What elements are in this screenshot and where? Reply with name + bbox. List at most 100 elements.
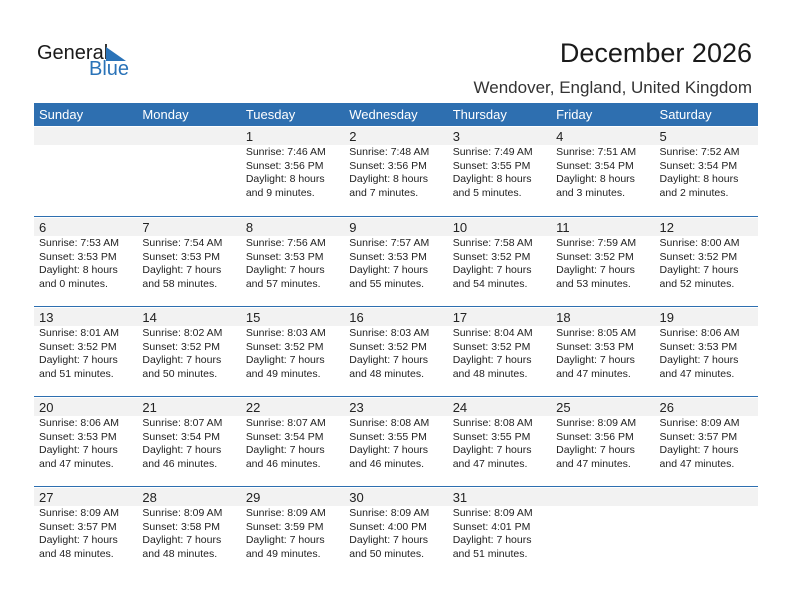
day-cell: 1 Sunrise: 7:46 AM Sunset: 3:56 PM Daylight… — [241, 126, 344, 200]
daylight-minutes-text: and 57 minutes. — [245, 277, 321, 290]
sunset-text: Sunset: 3:52 PM — [39, 340, 117, 353]
day-cell: 8 Sunrise: 7:56 AM Sunset: 3:53 PM Daylight… — [241, 217, 344, 291]
day-cell: 16 Sunrise: 8:03 AM Sunset: 3:52 PM Dayligh… — [344, 307, 447, 381]
day-number: 28 — [142, 490, 157, 505]
daylight-minutes-text: and 47 minutes. — [659, 367, 735, 380]
daylight-minutes-text: and 2 minutes. — [659, 186, 729, 199]
weekday-wednesday: Wednesday — [349, 107, 418, 122]
sunset-text: Sunset: 3:52 PM — [659, 250, 738, 263]
sunrise-text: Sunrise: 7:53 AM — [39, 237, 119, 249]
day-number-band — [34, 218, 758, 236]
week-row: 20 Sunrise: 8:06 AM Sunset: 3:53 PM Dayligh… — [34, 396, 758, 486]
week-cells: 13 Sunrise: 8:01 AM Sunset: 3:52 PM Dayligh… — [34, 307, 758, 381]
sunset-text: Sunset: 3:53 PM — [142, 250, 221, 263]
sunset-text: Sunset: 3:53 PM — [659, 340, 738, 353]
daylight-text: Daylight: 7 hours — [452, 444, 532, 456]
day-number: 8 — [245, 220, 254, 235]
daylight-minutes-text: and 50 minutes. — [142, 367, 218, 380]
day-cell: 25 Sunrise: 8:09 AM Sunset: 3:56 PM Dayligh… — [551, 397, 654, 471]
sunset-text: Sunset: 3:52 PM — [245, 340, 324, 353]
daylight-text: Daylight: 7 hours — [245, 264, 325, 276]
weekday-saturday: Saturday — [659, 107, 712, 122]
day-number: 9 — [349, 220, 357, 235]
day-cell: 5 Sunrise: 7:52 AM Sunset: 3:54 PM Daylight… — [655, 126, 758, 200]
day-number: 13 — [39, 310, 54, 325]
day-cell: 22 Sunrise: 8:07 AM Sunset: 3:54 PM Dayligh… — [241, 397, 344, 471]
location: Wendover, England, United Kingdom — [473, 78, 752, 97]
sunrise-text: Sunrise: 8:09 AM — [659, 417, 740, 429]
day-number: 16 — [349, 310, 364, 325]
sunset-text: Sunset: 3:56 PM — [349, 159, 427, 172]
sunset-text: Sunset: 3:52 PM — [142, 340, 221, 353]
daylight-text: Daylight: 7 hours — [245, 444, 325, 456]
sunrise-text: Sunrise: 7:57 AM — [349, 237, 430, 249]
week-row: 27 Sunrise: 8:09 AM Sunset: 3:57 PM Dayligh… — [34, 486, 758, 576]
day-number: 12 — [659, 220, 674, 235]
daylight-text: Daylight: 7 hours — [556, 264, 635, 276]
sunset-text: Sunset: 3:57 PM — [659, 430, 738, 443]
sunset-text: Sunset: 3:54 PM — [556, 159, 634, 172]
sunset-text: Sunset: 3:54 PM — [245, 430, 324, 443]
day-number: 20 — [39, 400, 54, 415]
day-number: 23 — [349, 400, 364, 415]
day-cell: 26 Sunrise: 8:09 AM Sunset: 3:57 PM Dayligh… — [655, 397, 758, 471]
sunset-text: Sunset: 4:00 PM — [349, 520, 427, 533]
sunrise-text: Sunrise: 8:07 AM — [142, 417, 223, 429]
day-number: 22 — [245, 400, 261, 415]
sunrise-text: Sunrise: 8:05 AM — [556, 327, 637, 339]
sunrise-text: Sunrise: 8:09 AM — [556, 417, 637, 429]
week-cells: 27 Sunrise: 8:09 AM Sunset: 3:57 PM Dayligh… — [34, 487, 758, 561]
sunset-text: Sunset: 3:52 PM — [556, 250, 634, 263]
day-cell: 14 Sunrise: 8:02 AM Sunset: 3:52 PM Dayligh… — [137, 307, 240, 381]
sunrise-text: Sunrise: 8:09 AM — [245, 507, 326, 519]
day-number-band — [34, 488, 758, 506]
day-number: 7 — [142, 220, 150, 235]
day-cell: 4 Sunrise: 7:51 AM Sunset: 3:54 PM Daylight… — [551, 126, 654, 200]
daylight-minutes-text: and 47 minutes. — [556, 457, 631, 470]
sunset-text: Sunset: 3:59 PM — [245, 520, 324, 533]
day-cell: 7 Sunrise: 7:54 AM Sunset: 3:53 PM Daylight… — [137, 217, 240, 291]
day-cell: 24 Sunrise: 8:08 AM Sunset: 3:55 PM Dayligh… — [448, 397, 551, 471]
daylight-minutes-text: and 46 minutes. — [349, 457, 424, 470]
sunset-text: Sunset: 3:54 PM — [142, 430, 221, 443]
weekday-sunday: Sunday — [39, 107, 84, 122]
daylight-text: Daylight: 8 hours — [39, 264, 118, 276]
day-cell: 18 Sunrise: 8:05 AM Sunset: 3:53 PM Dayligh… — [551, 307, 654, 381]
day-cell: 13 Sunrise: 8:01 AM Sunset: 3:52 PM Dayligh… — [34, 307, 137, 381]
weekday-tuesday: Tuesday — [245, 107, 296, 122]
week-row: 13 Sunrise: 8:01 AM Sunset: 3:52 PM Dayligh… — [34, 306, 758, 396]
day-number: 19 — [659, 310, 674, 325]
day-cell: 20 Sunrise: 8:06 AM Sunset: 3:53 PM Dayligh… — [34, 397, 137, 471]
week-row: 1 Sunrise: 7:46 AM Sunset: 3:56 PM Daylight… — [34, 126, 758, 216]
logo-triangle-icon — [106, 47, 126, 61]
daylight-text: Daylight: 8 hours — [659, 173, 739, 185]
sunrise-text: Sunrise: 8:06 AM — [659, 327, 740, 339]
sunset-text: Sunset: 3:57 PM — [39, 520, 117, 533]
sunrise-text: Sunrise: 7:48 AM — [349, 146, 430, 158]
day-number: 10 — [452, 220, 468, 235]
daylight-text: Daylight: 7 hours — [142, 354, 222, 366]
day-number: 11 — [556, 220, 570, 235]
daylight-minutes-text: and 58 minutes. — [142, 277, 218, 290]
daylight-minutes-text: and 55 minutes. — [349, 277, 424, 290]
sunrise-text: Sunrise: 7:59 AM — [556, 237, 637, 249]
week-cells: 20 Sunrise: 8:06 AM Sunset: 3:53 PM Dayligh… — [34, 397, 758, 471]
day-number: 24 — [452, 400, 468, 415]
week-cells: 6 Sunrise: 7:53 AM Sunset: 3:53 PM Daylight… — [34, 217, 758, 291]
daylight-text: Daylight: 7 hours — [39, 444, 118, 456]
day-number: 31 — [452, 490, 468, 505]
daylight-minutes-text: and 49 minutes. — [245, 547, 321, 560]
daylight-text: Daylight: 7 hours — [39, 354, 118, 366]
daylight-text: Daylight: 7 hours — [142, 264, 222, 276]
empty-cell — [137, 126, 240, 200]
sunrise-text: Sunrise: 8:09 AM — [349, 507, 430, 519]
daylight-minutes-text: and 51 minutes. — [452, 547, 528, 560]
daylight-minutes-text: and 49 minutes. — [245, 367, 321, 380]
week-row: 6 Sunrise: 7:53 AM Sunset: 3:53 PM Daylight… — [34, 216, 758, 306]
day-cell: 17 Sunrise: 8:04 AM Sunset: 3:52 PM Dayligh… — [448, 307, 551, 381]
day-number: 21 — [142, 400, 157, 415]
daylight-minutes-text: and 47 minutes. — [39, 457, 114, 470]
day-number: 5 — [659, 129, 667, 144]
daylight-minutes-text: and 54 minutes. — [452, 277, 528, 290]
day-number: 27 — [39, 490, 54, 505]
